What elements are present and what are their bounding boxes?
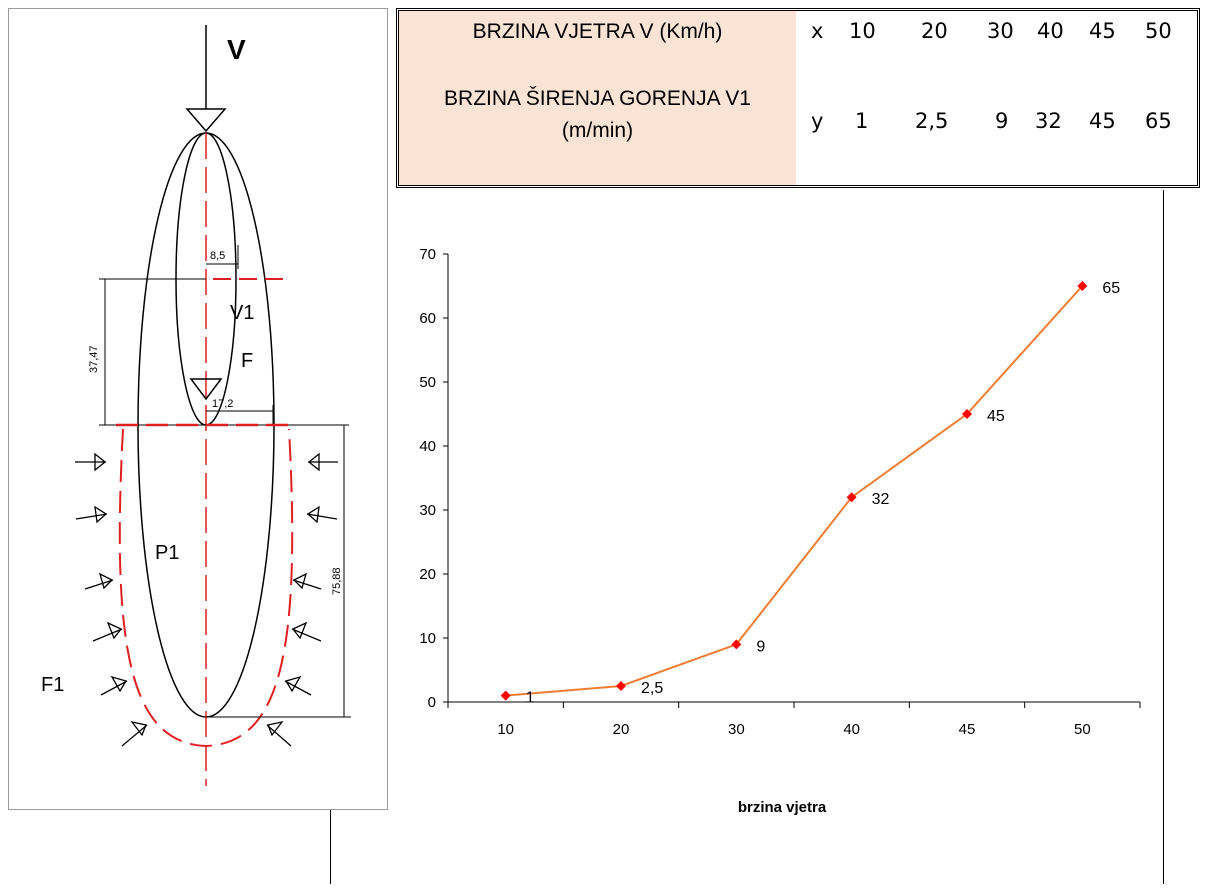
y-value: 9 xyxy=(995,109,1009,133)
x-tick-label: 30 xyxy=(728,721,745,738)
x-tick-label: 45 xyxy=(959,721,976,738)
f1-label: F1 xyxy=(41,674,64,696)
y-tick-label: 70 xyxy=(419,246,436,263)
row2-label-line2: (m/min) xyxy=(561,119,634,142)
right-wind-arrows xyxy=(266,452,338,747)
x-tick-label: 50 xyxy=(1074,721,1091,738)
row2-label: BRZINA ŠIRENJA GORENJA V1 (m/min) xyxy=(399,53,796,185)
dim-37-47-label: 37,47 xyxy=(88,345,100,373)
data-point xyxy=(500,690,511,701)
diagram-svg: 8,5 37,47 V1 F V 17,2 75,88 P1 F1 xyxy=(41,25,351,786)
data-point xyxy=(731,639,742,650)
data-label: 32 xyxy=(872,491,890,508)
fire-spread-diagram: 8,5 37,47 V1 F V 17,2 75,88 P1 F1 xyxy=(8,8,388,810)
data-table: BRZINA VJETRA V (Km/h) BRZINA ŠIRENJA GO… xyxy=(396,8,1200,188)
y-tick-label: 50 xyxy=(419,374,436,391)
dim-17-2-label: 17,2 xyxy=(212,398,233,410)
x-value: 40 xyxy=(1037,19,1064,43)
data-point xyxy=(962,409,972,419)
wind-arrow-icon xyxy=(185,108,227,133)
y-tick-label: 10 xyxy=(419,630,436,647)
data-label: 9 xyxy=(756,638,765,655)
data-point xyxy=(1077,281,1088,291)
y-value: 45 xyxy=(1089,109,1116,133)
row2-label-line1: BRZINA ŠIRENJA GORENJA V1 xyxy=(444,87,751,110)
dim-8-5-label: 8,5 xyxy=(210,250,225,262)
data-point xyxy=(846,492,857,503)
dim-75-88-label: 75,88 xyxy=(331,567,343,595)
y-value: 65 xyxy=(1145,109,1172,133)
data-point xyxy=(616,681,626,691)
f-label: F xyxy=(241,350,253,372)
inner-arrow-icon xyxy=(189,378,223,401)
y-value: 1 xyxy=(855,109,869,133)
x-value: 30 xyxy=(987,19,1014,43)
spread-envelope xyxy=(118,428,294,748)
frame-line-left xyxy=(330,810,331,884)
left-wind-arrows xyxy=(75,452,148,747)
y-tick-label: 60 xyxy=(419,310,436,327)
y-tick-label: 30 xyxy=(419,502,436,519)
series-line xyxy=(505,285,1084,697)
x-symbol: x xyxy=(811,19,824,43)
y-value: 2,5 xyxy=(915,109,949,133)
x-value: 10 xyxy=(849,19,876,43)
p1-label: P1 xyxy=(155,542,179,564)
data-label: 1 xyxy=(526,690,535,707)
y-symbol: y xyxy=(811,109,824,133)
y-tick-label: 20 xyxy=(419,566,436,583)
y-tick-label: 40 xyxy=(419,438,436,455)
v-label: V xyxy=(227,34,246,65)
x-tick-label: 20 xyxy=(613,721,630,738)
data-label: 65 xyxy=(1102,280,1120,297)
v1-label: V1 xyxy=(230,302,254,324)
x-tick-label: 10 xyxy=(497,721,514,738)
data-label: 45 xyxy=(987,408,1005,425)
y-value: 32 xyxy=(1035,109,1062,133)
x-value: 20 xyxy=(921,19,948,43)
row1-label: BRZINA VJETRA V (Km/h) xyxy=(399,11,796,53)
x-tick-label: 40 xyxy=(843,721,860,738)
x-value: 45 xyxy=(1089,19,1116,43)
frame-line-right xyxy=(1163,190,1164,884)
x-value: 50 xyxy=(1145,19,1172,43)
y-tick-label: 0 xyxy=(428,694,436,711)
x-axis-title: brzina vjetra xyxy=(738,799,827,816)
data-label: 2,5 xyxy=(641,680,663,697)
